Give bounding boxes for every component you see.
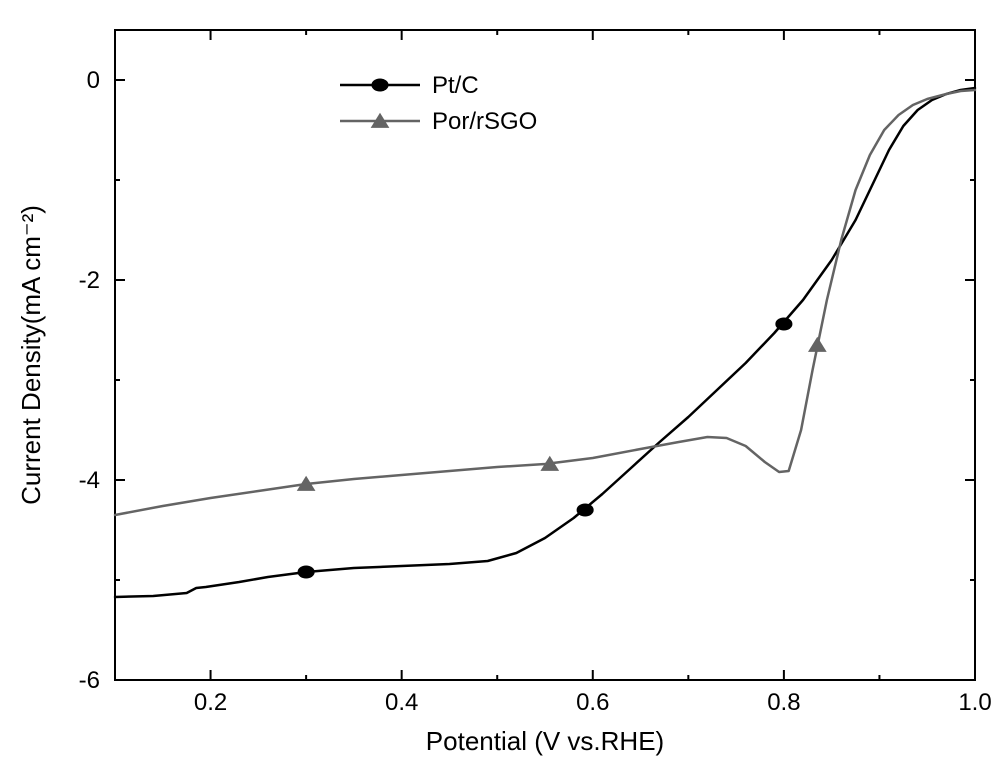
marker-circle: [775, 318, 792, 331]
marker-circle: [298, 566, 315, 579]
chart-container: 0.2 0.4 0.6 0.8 1.0 -6 -4 -2 0 Potential (V vs.RH…: [0, 0, 1000, 774]
marker-circle: [371, 79, 388, 92]
chart-svg: 0.2 0.4 0.6 0.8 1.0 -6 -4 -2 0 Potential (V vs.RH…: [0, 0, 1000, 774]
x-axis-label: Potential (V vs.RHE): [426, 726, 664, 756]
x-tick-label: 1.0: [958, 689, 991, 716]
x-tick-label: 0.4: [385, 689, 418, 716]
y-tick-label: -4: [79, 467, 100, 494]
y-tick-label: -2: [79, 267, 100, 294]
x-tick-label: 0.6: [576, 689, 609, 716]
x-tick-label: 0.8: [767, 689, 800, 716]
marker-circle: [577, 504, 594, 517]
plot-border: [115, 30, 975, 680]
x-tick-label: 0.2: [194, 689, 227, 716]
y-tick-label: -6: [79, 667, 100, 694]
y-axis-label: Current Density(mA cm⁻²): [16, 205, 46, 505]
legend-label: Pt/C: [432, 72, 479, 99]
legend-label: Por/rSGO: [432, 108, 537, 135]
y-tick-label: 0: [87, 67, 100, 94]
